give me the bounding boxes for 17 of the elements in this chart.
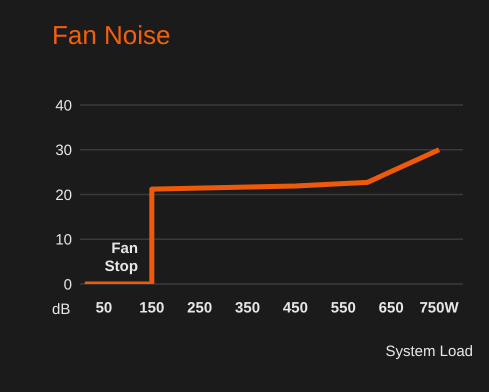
- x-tick-label: 50: [96, 300, 112, 317]
- x-tick-label: 750W: [419, 300, 460, 317]
- y-axis-title: dB: [52, 301, 70, 318]
- y-tick-label: 0: [64, 276, 72, 294]
- chart-title: Fan Noise: [52, 20, 170, 51]
- annotation: Fan Stop: [104, 240, 138, 276]
- x-tick-label: 550: [330, 300, 356, 317]
- x-tick-label: 350: [235, 300, 260, 317]
- x-axis-title: System Load: [385, 343, 473, 360]
- y-tick-label: 10: [55, 232, 72, 249]
- y-tick-label: 20: [55, 186, 72, 204]
- y-tick-label: 30: [55, 142, 72, 160]
- x-tick-label: 250: [187, 300, 212, 317]
- x-tick-label: 450: [282, 300, 308, 317]
- y-tick-label: 40: [55, 97, 72, 114]
- x-tick-label: 150: [139, 300, 164, 317]
- x-tick-label: 650: [378, 300, 404, 317]
